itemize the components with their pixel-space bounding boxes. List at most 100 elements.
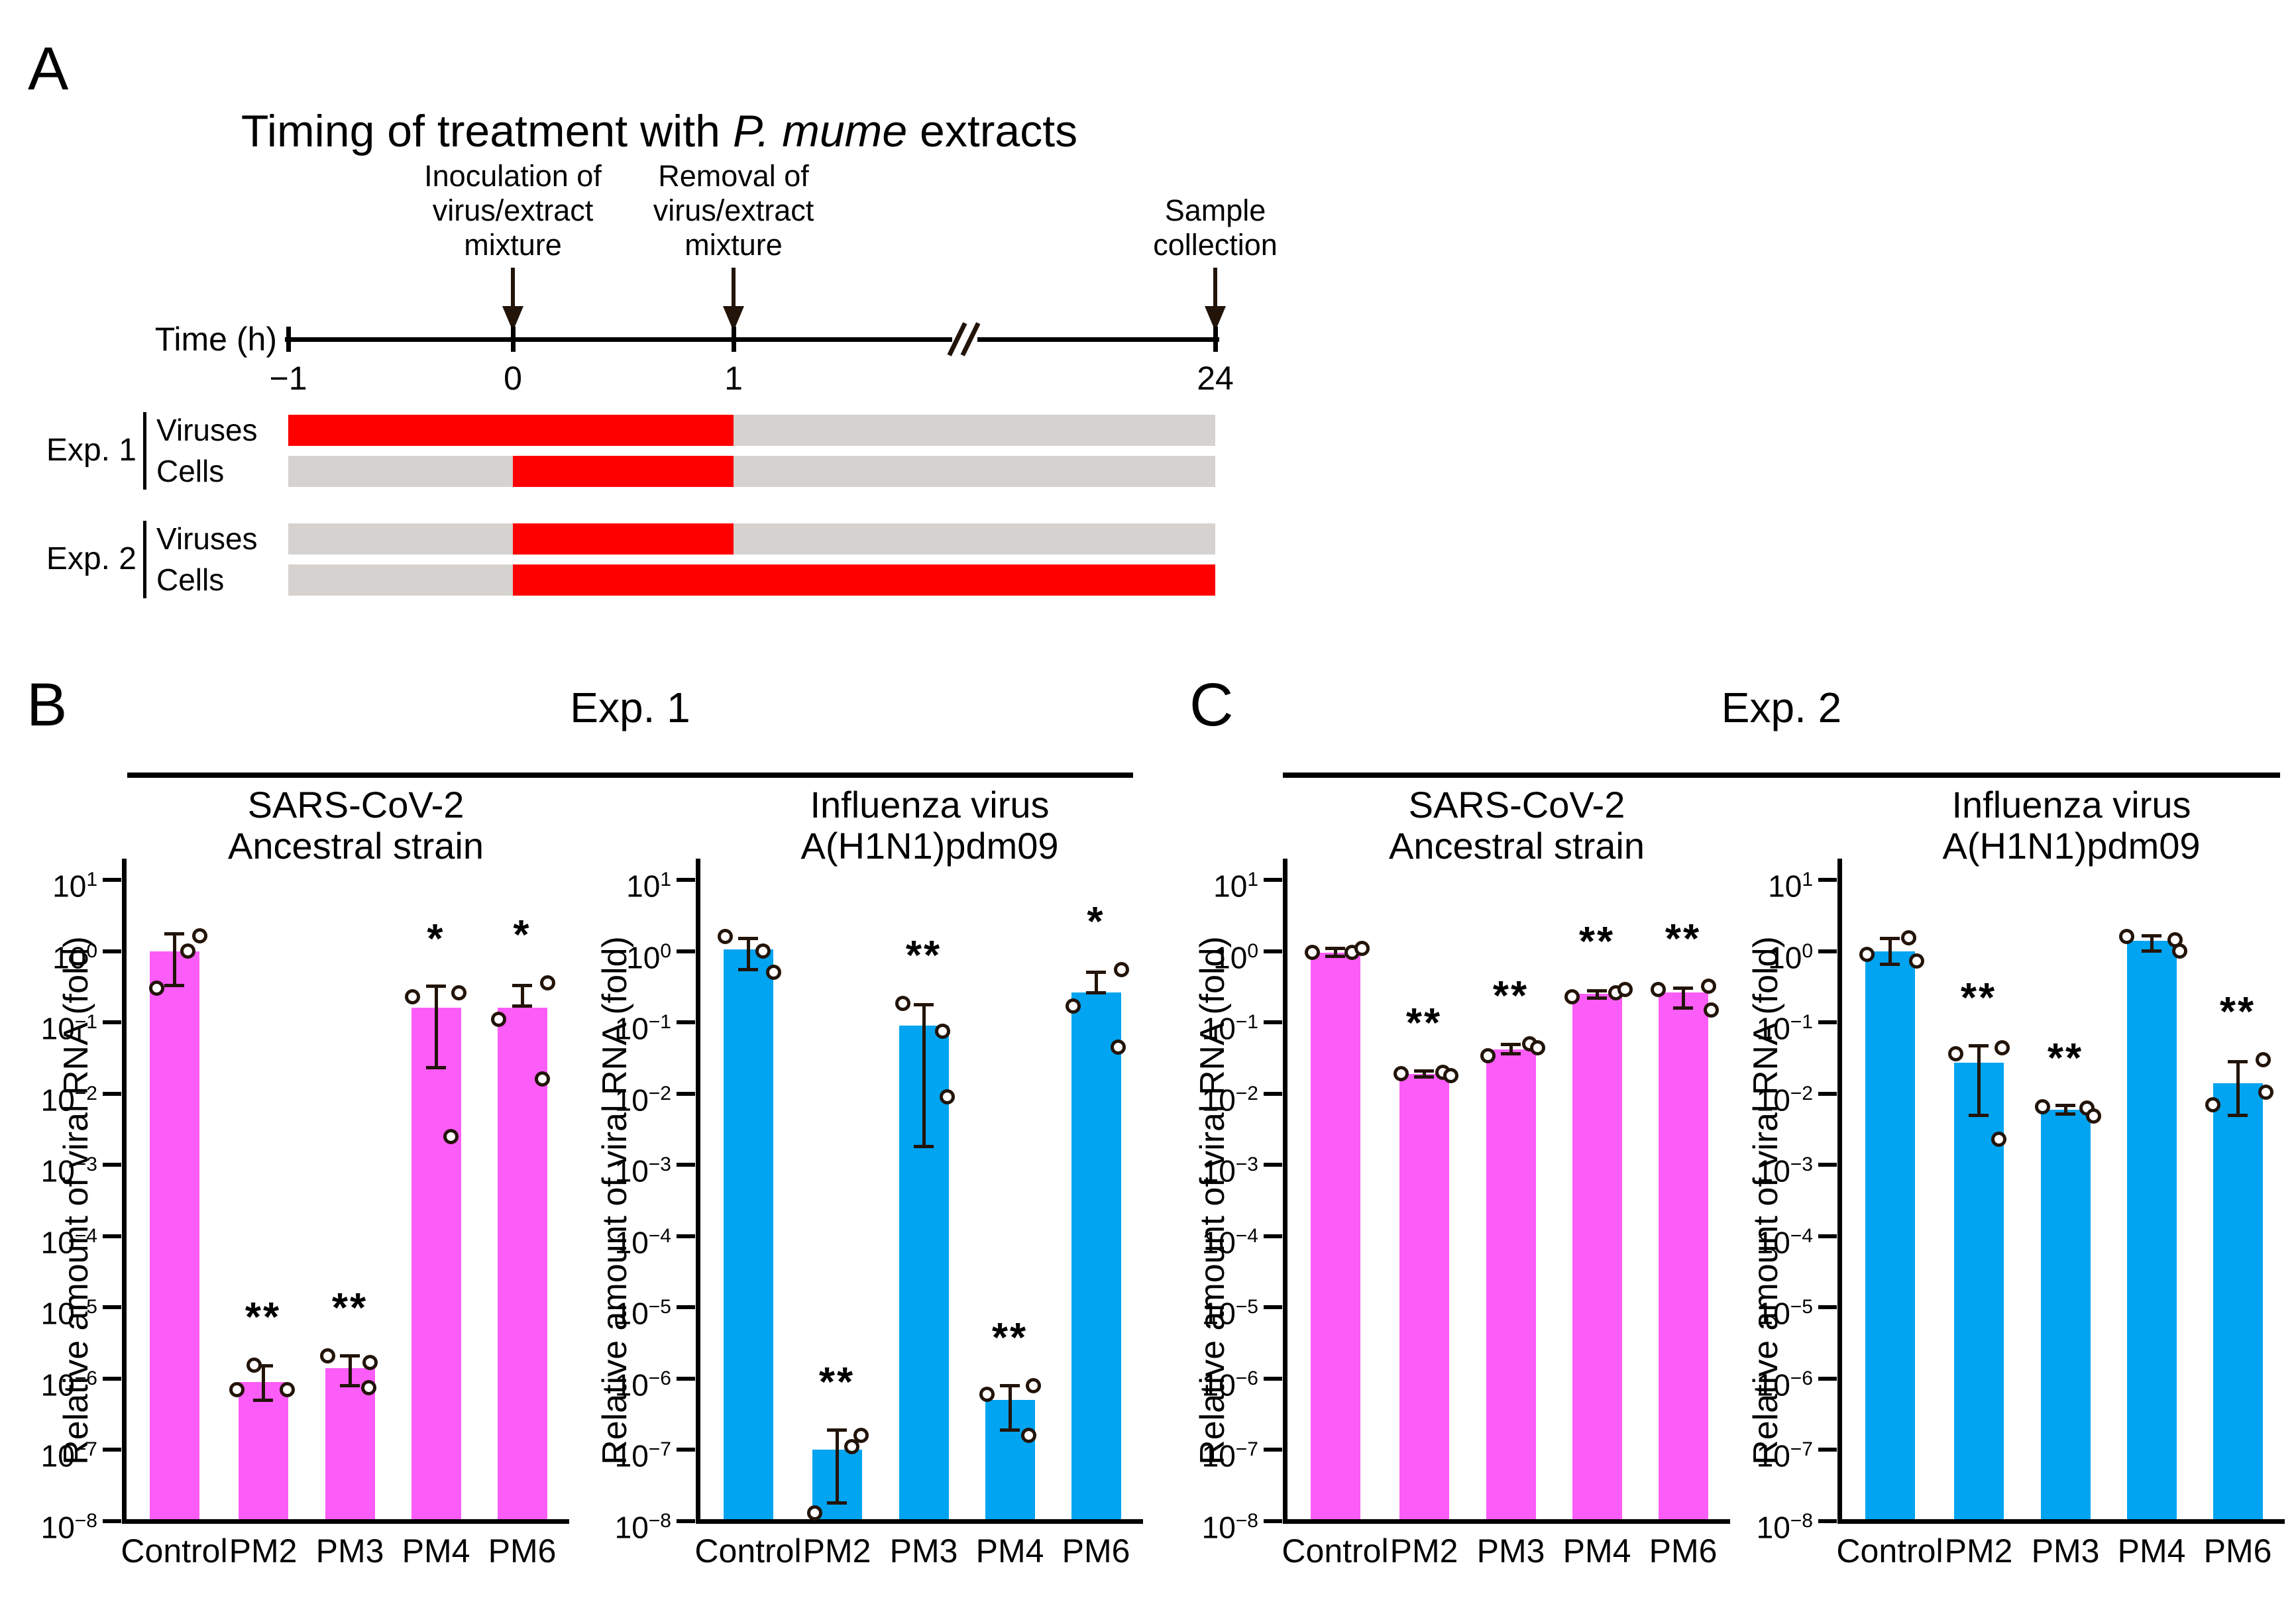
timeline-row-label: Viruses (156, 521, 258, 556)
error-bar-cap (2142, 934, 2161, 937)
bar (1865, 951, 1915, 1524)
data-point (895, 995, 910, 1011)
significance-marker: * (1087, 899, 1105, 945)
y-tick (1264, 1234, 1282, 1238)
y-tick (1818, 1519, 1837, 1523)
x-tick-label: Control (121, 1532, 228, 1570)
x-tick-label: PM6 (488, 1532, 557, 1570)
chart-title-line: Influenza virus (810, 784, 1050, 826)
error-bar-cap (340, 1354, 360, 1358)
error-bar-cap (1587, 988, 1607, 992)
panel-b-letter: B (27, 671, 68, 739)
error-bar (1509, 1044, 1513, 1054)
timeline-tick (731, 327, 736, 352)
data-point (1480, 1048, 1496, 1063)
data-point (404, 988, 420, 1004)
data-point (191, 928, 207, 943)
y-tick-label: 10−5 (1756, 1296, 1813, 1331)
y-tick-label: 10−8 (1756, 1510, 1813, 1545)
data-point (1443, 1067, 1458, 1083)
y-tick-label: 10−7 (40, 1438, 97, 1473)
data-point (148, 981, 164, 996)
data-point (1700, 979, 1716, 994)
data-point (1617, 981, 1633, 997)
y-tick (1264, 1163, 1282, 1167)
header-rule (1283, 773, 2280, 778)
y-tick (1818, 1376, 1837, 1381)
y-tick-label: 10−2 (1756, 1082, 1813, 1117)
error-bar (2236, 1061, 2240, 1116)
y-tick (103, 878, 121, 882)
error-bar-cap (1673, 987, 1693, 990)
chart-title-line: A(H1N1)pdm09 (800, 825, 1059, 867)
data-point (1564, 988, 1580, 1004)
x-tick-label: Control (694, 1532, 802, 1570)
y-tick-label: 10−3 (40, 1153, 97, 1189)
data-point (2258, 1084, 2273, 1100)
group-label: Exp. 2 (46, 541, 137, 576)
x-tick-label: PM2 (802, 1532, 871, 1570)
x-tick-label: PM4 (1562, 1532, 1631, 1570)
timeline-row-segment (734, 456, 1215, 487)
y-tick (677, 1376, 695, 1381)
timeline-row-segment (288, 564, 513, 596)
timeline-row-segment (288, 523, 513, 555)
y-tick-label: 100 (1213, 939, 1258, 975)
y-tick-label: 10−8 (40, 1510, 97, 1545)
significance-marker: ** (1665, 916, 1702, 962)
y-tick-label: 101 (1768, 869, 1813, 904)
significance-marker: ** (1492, 973, 1529, 1020)
data-point (939, 1089, 955, 1105)
timeline-tick-label: 0 (504, 360, 522, 397)
error-bar-cap (1414, 1075, 1434, 1079)
data-point (246, 1357, 262, 1373)
bar (238, 1381, 288, 1524)
y-axis-line (695, 859, 700, 1524)
bar (2213, 1083, 2263, 1524)
y-tick-label: 10−4 (614, 1224, 671, 1260)
y-tick-label: 10−3 (614, 1153, 671, 1189)
panel-a-title-prefix: Timing of treatment with (241, 106, 733, 156)
data-point (1113, 961, 1129, 977)
data-point (1994, 1040, 2010, 1055)
data-point (765, 965, 781, 981)
error-bar-cap (1501, 1052, 1521, 1056)
data-point (2171, 943, 2187, 959)
y-tick-label: 10−1 (614, 1011, 671, 1046)
y-tick (103, 949, 121, 953)
annotation: Sample collection (1153, 193, 1278, 262)
y-tick (677, 878, 695, 882)
y-tick-label: 10−7 (614, 1438, 671, 1473)
timeline-row-segment (288, 456, 513, 487)
error-bar-cap (340, 1383, 360, 1387)
error-bar-cap (2055, 1112, 2075, 1116)
y-tick (677, 1234, 695, 1238)
y-tick (1818, 1305, 1837, 1310)
data-point (279, 1382, 295, 1398)
timeline-tick (510, 327, 516, 352)
x-tick-label: PM6 (1062, 1532, 1130, 1570)
x-tick-label: PM4 (975, 1532, 1044, 1570)
y-tick-label: 10−1 (1201, 1011, 1258, 1046)
annotation: Removal of virus/extract mixture (653, 159, 814, 262)
x-tick-label: Control (1836, 1532, 1943, 1570)
error-bar-cap (512, 983, 532, 987)
timeline-row-segment (513, 456, 734, 487)
y-tick (1818, 1448, 1837, 1452)
error-bar-cap (1414, 1069, 1434, 1073)
data-point (1991, 1131, 2006, 1147)
error-bar (434, 986, 438, 1068)
y-tick-label: 10−7 (1756, 1438, 1813, 1473)
timeline-tick-label: 1 (724, 360, 743, 397)
down-arrow-icon (723, 268, 744, 331)
y-tick (1818, 1163, 1837, 1167)
y-tick-label: 101 (52, 869, 97, 904)
y-tick (677, 1519, 695, 1523)
significance-marker: ** (245, 1295, 282, 1341)
y-axis-line (121, 859, 127, 1524)
x-axis-line (1282, 1519, 1730, 1524)
data-point (853, 1427, 869, 1443)
data-point (1529, 1040, 1545, 1055)
y-axis-line (1837, 859, 1842, 1524)
data-point (1900, 930, 1916, 945)
